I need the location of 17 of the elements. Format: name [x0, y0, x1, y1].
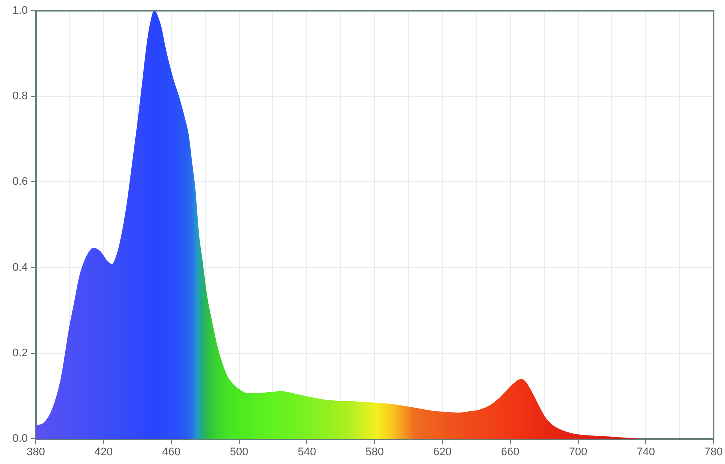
x-tick-label: 500	[230, 446, 249, 459]
x-tick-label: 380	[26, 446, 46, 459]
y-tick-label: 1.0	[12, 5, 28, 18]
x-tick-label: 420	[94, 446, 113, 459]
x-tick-label: 540	[298, 446, 316, 459]
x-tick-label: 620	[434, 446, 452, 459]
y-tick-label: 0.4	[12, 262, 28, 274]
x-tick-label: 580	[366, 446, 384, 459]
x-tick-label: 660	[501, 446, 520, 459]
x-tick-label: 740	[636, 446, 656, 459]
y-tick-label: 0.6	[12, 176, 28, 188]
x-tick-label: 780	[704, 446, 724, 459]
y-tick-label: 0.8	[12, 90, 28, 103]
y-tick-label: 0.0	[12, 433, 28, 446]
x-tick-label: 460	[162, 446, 181, 459]
y-tick-label: 0.2	[12, 347, 28, 360]
x-tick-label: 700	[569, 446, 588, 459]
